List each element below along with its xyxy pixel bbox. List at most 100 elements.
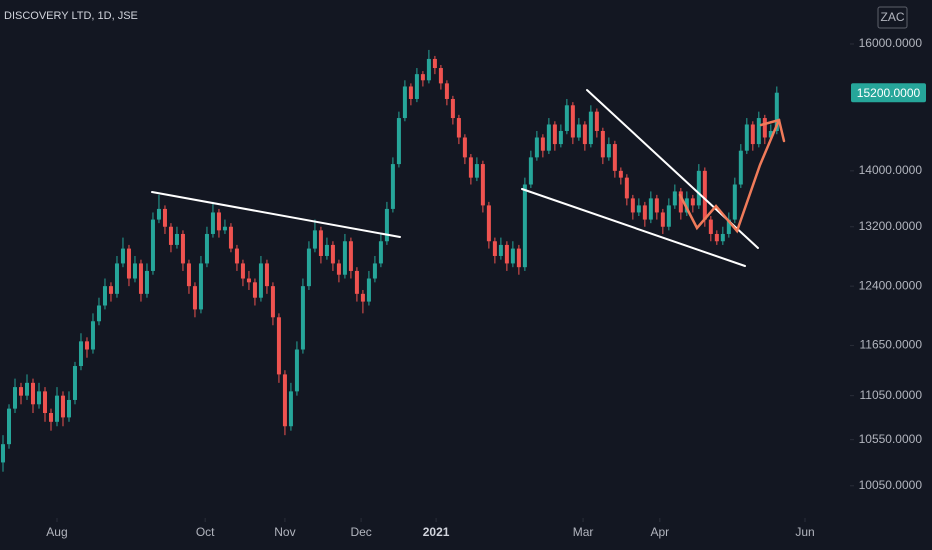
candle-body [558,130,563,145]
candle-body [192,286,197,310]
currency-box[interactable] [877,6,908,29]
candle-body [606,144,611,158]
candle-body [264,263,269,287]
candle-body [474,164,479,178]
candle-body [246,278,251,283]
candle-body [708,219,713,234]
candle-body [564,105,569,131]
candle-body [216,212,221,231]
candles [0,49,779,472]
candle-body [678,191,683,213]
candle-body [300,286,305,350]
candle-body [420,74,425,81]
candle-body [276,317,281,375]
candle-body [18,387,23,396]
candle-body [84,341,89,350]
candle-body [600,130,605,158]
candle-body [642,205,647,220]
candle-body [30,382,35,405]
candle-body [312,230,317,249]
candle-body [24,382,29,396]
candle-body [672,191,677,206]
y-tick-label: 11650.0000 [859,338,922,352]
candle-body [666,205,671,227]
candle-body [426,58,431,81]
candle-body [198,263,203,310]
x-tick-label: Dec [350,525,371,539]
candle-body [336,263,341,275]
candle-body [438,68,443,84]
candle-body [696,170,701,206]
candle-body [282,374,287,427]
candle-body [234,248,239,264]
candle-body [6,408,11,445]
candle-body [48,413,53,422]
candle-body [540,137,545,151]
candle-body [114,263,119,294]
candle-body [72,366,77,400]
candle-body [222,226,227,231]
candle-body [594,111,599,131]
y-tick-label: 12400.0000 [859,278,923,292]
candle-body [366,278,371,302]
candle-body [462,137,467,158]
candle-body [414,74,419,99]
candle-body [42,391,47,414]
candle-body [54,395,59,422]
candle-body [108,286,113,294]
x-tick-label: Oct [196,525,215,539]
candle-body [12,387,17,409]
candle-body [690,198,695,206]
candle-body [444,83,449,99]
candle-body [348,241,353,271]
y-tick-label: 11050.0000 [859,388,922,402]
projection-arrow [759,118,786,143]
candle-body [762,118,767,138]
trend-line [521,188,746,267]
candle-body [432,58,437,69]
candle-body [618,170,623,178]
last-price-box [851,83,926,103]
candle-body [390,164,395,209]
candle-body [150,219,155,271]
candle-body [162,208,167,227]
candle-body [528,157,533,185]
candle-body [210,212,215,234]
y-tick-label: 13200.0000 [859,219,923,233]
candle-body [156,208,161,220]
candle-body [60,395,65,418]
candle-body [402,86,407,119]
x-tick-label: Jun [795,525,814,539]
candle-body [288,391,293,427]
candle-body [546,124,551,151]
candle-body [294,349,299,392]
candle-body [144,270,149,294]
candle-body [354,270,359,294]
candle-body [498,244,503,256]
candle-body [750,124,755,145]
candle-body [96,305,101,322]
candle-body [396,118,401,165]
currency: ZAC [881,10,905,24]
candle-body [372,263,377,279]
candle-body [306,248,311,287]
candle-body [36,391,41,405]
candle-body [522,184,527,268]
candle-body [720,233,725,242]
candle-body [702,170,707,220]
candle-body [0,444,5,463]
candle-body [468,157,473,178]
candle-body [126,248,131,279]
y-tick-label: 10050.0000 [859,478,923,492]
candle-body [258,263,263,298]
candle-body [480,164,485,206]
x-tick-label: Aug [46,525,67,539]
last-price: 15200.0000 [857,86,921,100]
candle-body [204,233,209,264]
candle-body [102,286,107,306]
x-tick-label: Nov [274,525,295,539]
candle-body [450,98,455,119]
x-tick-label: Mar [573,525,594,539]
candle-body [384,208,389,242]
candle-body [180,233,185,264]
